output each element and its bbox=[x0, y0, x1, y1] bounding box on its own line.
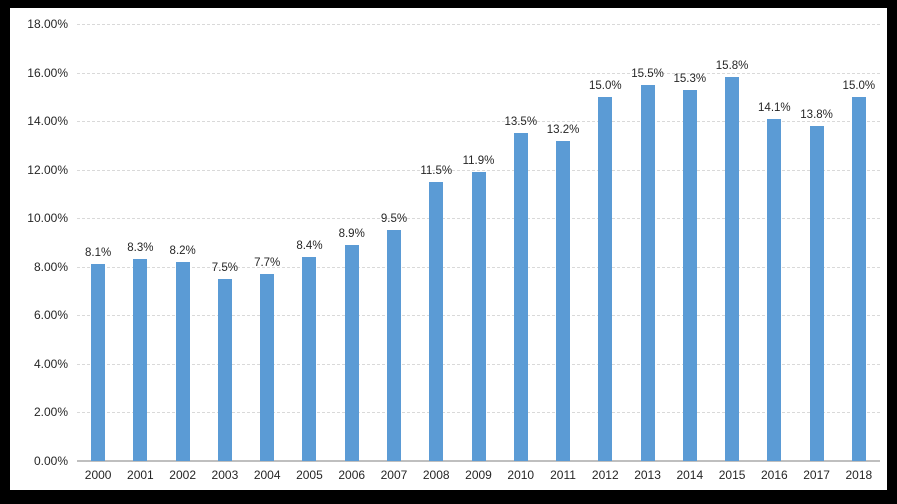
bar bbox=[91, 264, 106, 461]
bar-value-label: 13.5% bbox=[504, 116, 538, 129]
bar bbox=[725, 77, 740, 461]
bar bbox=[260, 274, 275, 461]
y-axis-tick-label: 10.00% bbox=[27, 211, 68, 226]
x-axis-tick-label: 2000 bbox=[84, 468, 112, 482]
y-axis-tick-label: 4.00% bbox=[33, 356, 68, 371]
x-axis-tick-label: 2001 bbox=[127, 468, 154, 482]
bar bbox=[429, 181, 444, 461]
bar-value-label: 7.7% bbox=[254, 257, 281, 270]
bar bbox=[344, 244, 359, 461]
bar bbox=[133, 259, 148, 461]
x-axis-tick-label: 2016 bbox=[760, 468, 788, 482]
x-axis-tick-label: 2008 bbox=[422, 468, 450, 482]
bar-value-label: 15.0% bbox=[842, 79, 876, 92]
bar-value-label: 8.2% bbox=[169, 244, 196, 257]
bar-value-label: 9.5% bbox=[380, 213, 408, 226]
bar-value-label: 8.9% bbox=[338, 227, 365, 240]
bar bbox=[851, 96, 866, 461]
y-axis-tick-label: 8.00% bbox=[33, 259, 68, 274]
x-axis-tick-label: 2012 bbox=[591, 468, 619, 482]
gridline bbox=[77, 72, 880, 74]
bar bbox=[513, 133, 528, 461]
y-axis-tick-label: 18.00% bbox=[27, 17, 68, 31]
gridline bbox=[77, 169, 880, 171]
x-axis-tick-label: 2004 bbox=[253, 468, 281, 482]
x-axis-tick-label: 2013 bbox=[634, 468, 661, 482]
bar bbox=[682, 89, 697, 461]
y-axis-tick-label: 6.00% bbox=[33, 308, 68, 323]
x-axis-tick-label: 2017 bbox=[803, 468, 830, 482]
bar-value-label: 8.3% bbox=[127, 242, 154, 255]
x-axis-tick-label: 2009 bbox=[465, 468, 492, 482]
x-axis-tick-label: 2014 bbox=[676, 468, 704, 482]
y-axis-tick-label: 0.00% bbox=[33, 454, 68, 468]
bar bbox=[302, 257, 317, 461]
y-axis-tick-label: 2.00% bbox=[33, 405, 68, 420]
bar-value-label: 15.5% bbox=[631, 67, 664, 80]
bar-value-label: 11.5% bbox=[420, 164, 453, 177]
x-axis-tick-label: 2006 bbox=[338, 468, 366, 482]
bar-value-label: 13.2% bbox=[546, 123, 580, 136]
y-axis-tick-label: 14.00% bbox=[27, 114, 68, 129]
x-axis-tick-label: 2005 bbox=[296, 468, 323, 482]
x-axis-tick-label: 2018 bbox=[845, 468, 873, 482]
gridline bbox=[77, 121, 880, 123]
bar bbox=[767, 118, 782, 461]
bar bbox=[598, 96, 613, 461]
gridline bbox=[77, 24, 880, 25]
x-axis-tick-label: 2003 bbox=[211, 468, 239, 482]
bar-value-label: 8.1% bbox=[85, 247, 112, 260]
bar bbox=[175, 261, 190, 461]
bar-value-label: 15.8% bbox=[715, 60, 749, 73]
bar bbox=[471, 172, 486, 461]
x-axis-tick-label: 2007 bbox=[380, 468, 408, 482]
bar bbox=[556, 140, 571, 461]
bar bbox=[217, 278, 232, 461]
bar bbox=[386, 230, 401, 461]
bar-value-label: 13.8% bbox=[800, 108, 833, 121]
bar-value-label: 15.0% bbox=[588, 79, 622, 92]
bar-value-label: 8.4% bbox=[296, 240, 323, 253]
bar-value-label: 7.5% bbox=[211, 261, 239, 274]
x-axis-tick-label: 2002 bbox=[169, 468, 197, 482]
bar-value-label: 15.3% bbox=[673, 72, 707, 85]
x-axis-tick-label: 2011 bbox=[550, 468, 576, 482]
bar-value-label: 14.1% bbox=[758, 101, 791, 114]
y-axis-tick-label: 12.00% bbox=[27, 162, 68, 177]
x-axis-line bbox=[77, 460, 880, 462]
bar-chart: 0.00% 2.00% 4.00% 6.00% 8.00% 10.00% 12.00% 14.… bbox=[10, 8, 887, 490]
bar bbox=[809, 125, 824, 461]
bar bbox=[640, 84, 655, 461]
x-axis-tick-label: 2015 bbox=[718, 468, 746, 482]
bar-value-label: 11.9% bbox=[462, 155, 495, 168]
x-axis-tick-label: 2010 bbox=[507, 468, 535, 482]
y-axis-tick-label: 16.00% bbox=[27, 65, 68, 80]
